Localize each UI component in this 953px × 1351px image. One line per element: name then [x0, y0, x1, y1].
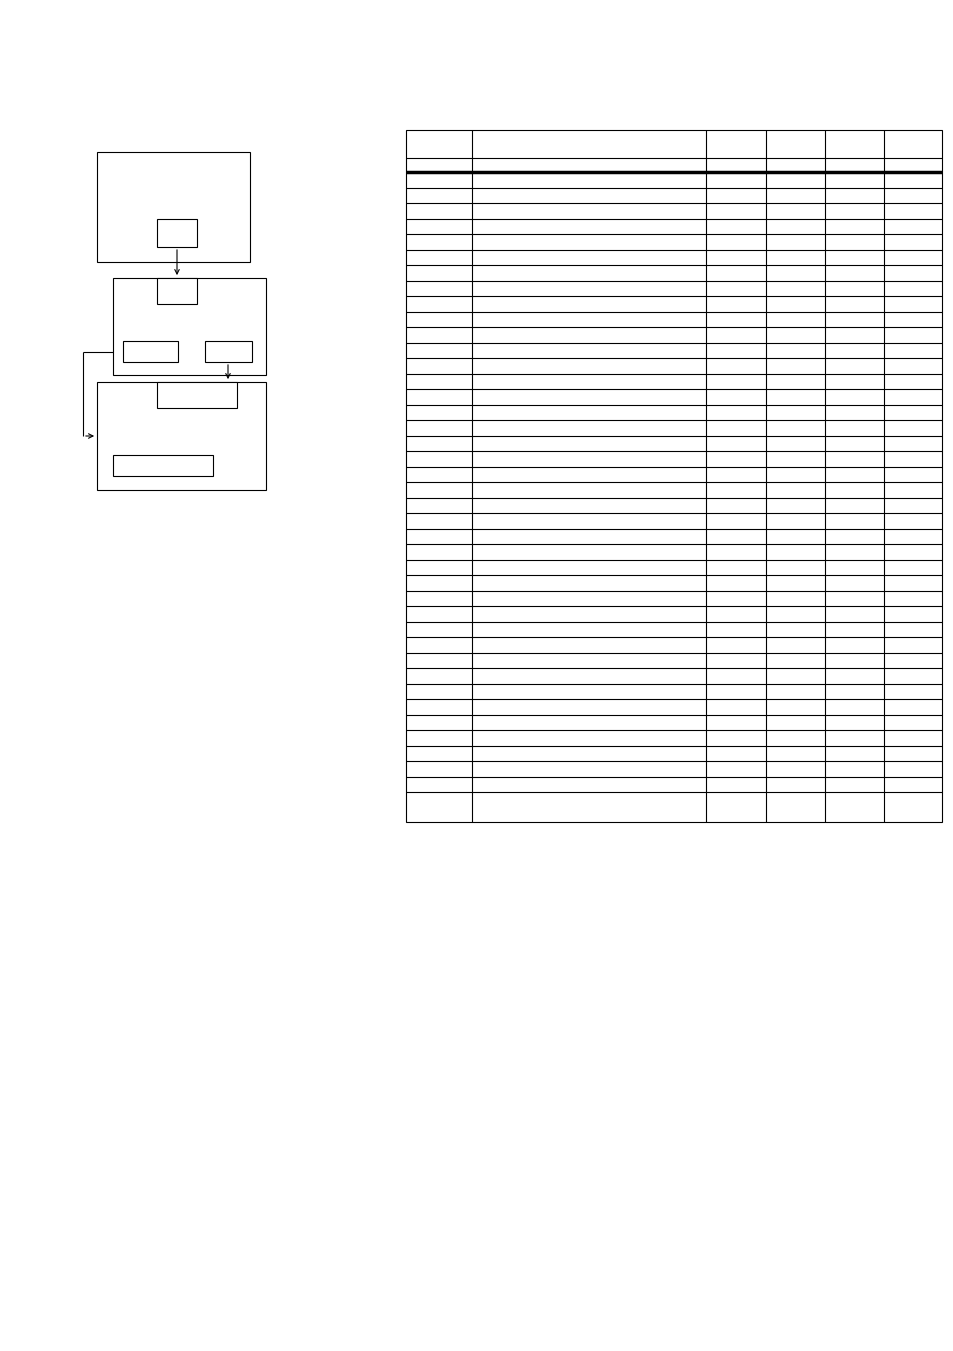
- Bar: [157, 219, 196, 247]
- Bar: [123, 340, 178, 362]
- Bar: [97, 153, 250, 262]
- Bar: [112, 455, 213, 476]
- Bar: [112, 278, 266, 376]
- Bar: [97, 382, 266, 490]
- Bar: [157, 382, 236, 408]
- Bar: [406, 130, 941, 821]
- Bar: [157, 278, 196, 304]
- Bar: [205, 340, 252, 362]
